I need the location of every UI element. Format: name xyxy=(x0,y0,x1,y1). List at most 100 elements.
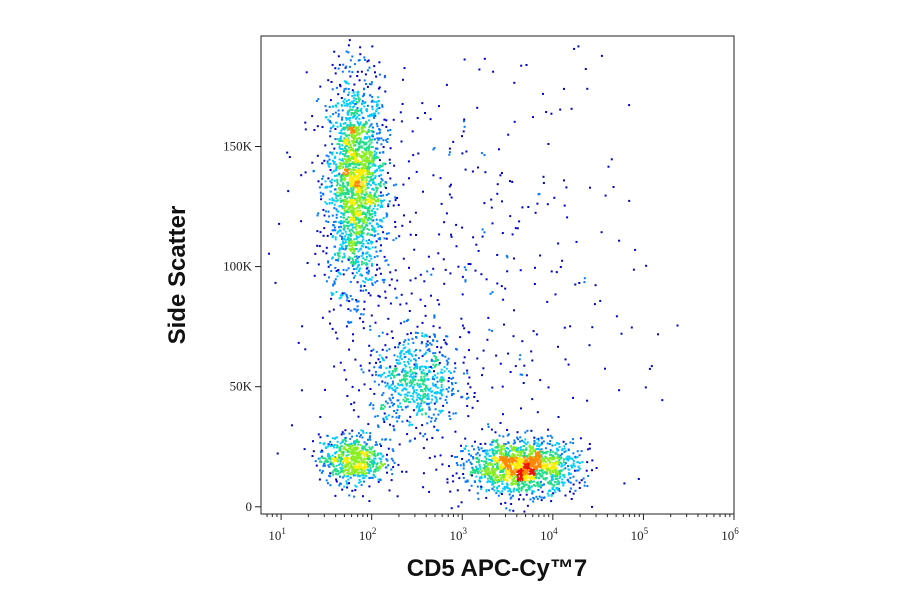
event-dot xyxy=(414,375,417,378)
event-dot xyxy=(352,138,355,141)
event-dot xyxy=(362,448,365,451)
event-dot xyxy=(491,449,494,452)
event-dot xyxy=(401,408,404,411)
event-dot xyxy=(354,465,357,468)
event-dot xyxy=(490,477,493,480)
event-dot xyxy=(490,444,493,446)
event-dot xyxy=(318,245,321,248)
event-dot xyxy=(407,342,410,345)
event-dot xyxy=(325,109,328,112)
event-dot xyxy=(342,100,345,103)
event-dot xyxy=(496,462,499,465)
event-dot xyxy=(540,499,543,502)
event-dot xyxy=(377,225,380,228)
event-dot xyxy=(551,444,554,447)
event-dot xyxy=(345,325,348,328)
event-dot xyxy=(332,456,335,459)
event-dot xyxy=(461,450,464,452)
event-dot xyxy=(556,447,559,450)
event-dot xyxy=(371,105,374,108)
event-dot xyxy=(419,298,422,301)
event-dot xyxy=(354,170,357,173)
event-dot xyxy=(392,184,395,187)
event-dot xyxy=(344,198,347,201)
event-dot xyxy=(380,244,382,247)
event-dot xyxy=(551,464,553,467)
event-dot xyxy=(433,455,436,458)
event-dot xyxy=(378,238,381,241)
event-dot xyxy=(353,143,356,146)
event-dot xyxy=(327,118,330,121)
event-dot xyxy=(513,459,516,462)
event-dot xyxy=(338,484,341,487)
event-dot xyxy=(516,471,519,473)
event-dot xyxy=(494,440,497,443)
event-dot xyxy=(523,479,526,482)
event-dot xyxy=(357,167,360,170)
event-dot xyxy=(366,104,369,107)
event-dot xyxy=(523,470,526,473)
event-dot xyxy=(329,99,332,102)
event-dot xyxy=(363,176,366,179)
event-dot xyxy=(512,457,515,460)
event-dot xyxy=(537,437,540,440)
event-dot xyxy=(451,383,454,386)
event-dot xyxy=(329,115,332,118)
event-dot xyxy=(352,333,354,336)
event-dot xyxy=(321,316,324,319)
event-dot xyxy=(492,485,495,488)
event-dot xyxy=(396,386,399,389)
event-dot xyxy=(492,456,495,459)
event-dot xyxy=(387,129,389,132)
event-dot xyxy=(390,330,393,333)
event-dot xyxy=(405,302,408,305)
event-dot xyxy=(423,375,426,378)
event-dot xyxy=(355,160,358,163)
event-dot xyxy=(505,482,508,485)
event-dot xyxy=(357,163,360,166)
event-dot xyxy=(432,352,435,355)
event-dot xyxy=(518,473,521,475)
event-dot xyxy=(416,367,418,370)
event-dot xyxy=(352,458,355,461)
event-dot xyxy=(549,461,552,464)
event-dot xyxy=(537,484,540,487)
event-dot xyxy=(360,460,363,463)
event-dot xyxy=(591,459,594,462)
event-dot xyxy=(374,246,377,249)
event-dot xyxy=(572,464,575,467)
event-dot xyxy=(339,243,342,246)
event-dot xyxy=(432,375,435,378)
event-dot xyxy=(426,403,429,406)
event-dot xyxy=(504,464,507,466)
event-dot xyxy=(368,126,371,129)
event-dot xyxy=(542,477,545,480)
event-dot xyxy=(485,488,488,491)
event-dot xyxy=(523,483,526,486)
event-dot xyxy=(424,387,427,390)
event-dot xyxy=(380,201,383,204)
event-dot xyxy=(524,438,527,441)
event-dot xyxy=(353,221,356,224)
event-dot xyxy=(347,155,350,158)
event-dot xyxy=(341,144,344,147)
event-dot xyxy=(412,395,415,398)
event-dot xyxy=(360,434,362,437)
event-dot xyxy=(345,465,348,468)
event-dot xyxy=(556,475,559,478)
event-dot xyxy=(555,442,558,445)
event-dot xyxy=(355,255,358,258)
event-dot xyxy=(550,456,553,459)
event-dot xyxy=(352,248,355,250)
event-dot xyxy=(368,436,371,439)
event-dot xyxy=(353,197,356,200)
event-dot xyxy=(396,409,399,412)
event-dot xyxy=(366,156,368,159)
event-dot xyxy=(547,386,550,389)
event-dot xyxy=(408,421,411,424)
event-dot xyxy=(397,404,400,407)
event-dot xyxy=(355,207,358,210)
event-dot xyxy=(452,480,455,483)
event-dot xyxy=(362,95,365,98)
event-dot xyxy=(441,376,444,379)
